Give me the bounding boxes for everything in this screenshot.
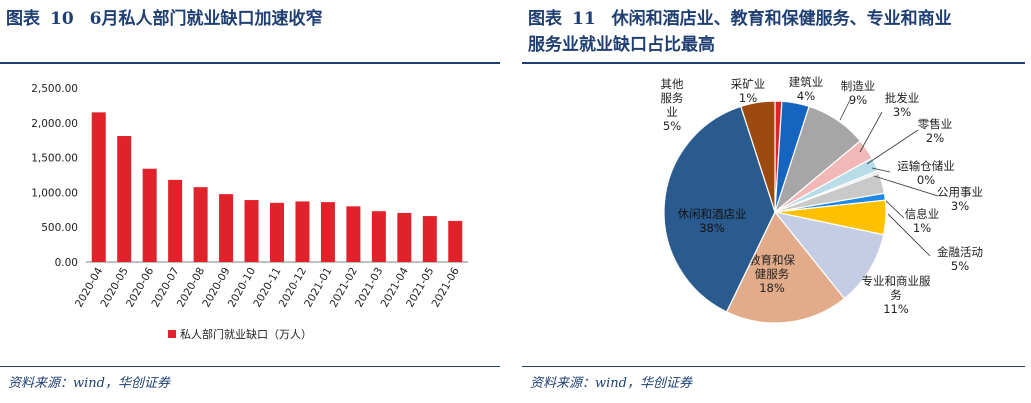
slice-percent-label: 11%	[883, 302, 909, 316]
bar	[193, 187, 208, 262]
title-number: 11	[572, 9, 596, 29]
bar	[117, 136, 132, 262]
legend-label: 私人部门就业缺口（万人）	[180, 327, 312, 341]
slice-name-label: 休闲和酒店业	[678, 207, 747, 221]
slice-name-label: 运输仓储业	[897, 159, 955, 173]
pie-slice	[663, 105, 776, 313]
slice-percent-label: 3%	[893, 105, 911, 119]
slice-percent-label: 1%	[913, 221, 931, 235]
slice-percent-label: 9%	[849, 93, 867, 107]
chart-title-right: 图表 11 休闲和酒店业、教育和保健服务、专业和商业 服务业就业缺口占比最高	[528, 6, 952, 58]
bar	[448, 220, 463, 262]
slice-percent-label: 5%	[951, 259, 969, 273]
slice-name-label: 采矿业	[731, 77, 766, 91]
bar-chart: 0.00 500.00 1,000.00 1,500.00 2,000.00 2,500.…	[31, 83, 468, 341]
slice-name-label: 信息业	[905, 207, 940, 221]
pie-chart-panel: 图表 11 休闲和酒店业、教育和保健服务、专业和商业 服务业就业缺口占比最高 采矿业…	[522, 0, 1031, 403]
legend-swatch	[168, 330, 176, 338]
slice-name-label: 零售业	[918, 117, 953, 131]
bar	[422, 216, 437, 262]
y-tick-label: 2,500.00	[31, 83, 78, 95]
slice-name-label: 健服务	[755, 267, 790, 281]
leader-line	[859, 111, 883, 153]
slice-name-label: 教育和保	[749, 253, 795, 267]
bar	[320, 202, 335, 262]
title-rule	[0, 62, 500, 64]
slice-name-label: 业	[666, 105, 678, 119]
title-rule	[522, 62, 1025, 64]
slice-percent-label: 38%	[699, 221, 725, 235]
bar	[91, 112, 106, 262]
y-tick-label: 2,000.00	[31, 118, 78, 130]
title-prefix: 图表	[6, 9, 40, 29]
slice-percent-label: 2%	[926, 131, 944, 145]
slice-percent-label: 18%	[759, 281, 785, 295]
slice-name-label: 建筑业	[789, 75, 824, 89]
bar	[397, 212, 412, 262]
bar	[295, 201, 310, 262]
pie-slice	[725, 210, 846, 324]
pie-slice	[773, 211, 885, 300]
footer-rule	[0, 366, 500, 367]
leader-line	[839, 99, 851, 121]
title-text-line2: 服务业就业缺口占比最高	[528, 35, 715, 55]
bar	[269, 202, 285, 262]
slice-name-label: 其他	[661, 77, 684, 91]
slice-percent-label: 1%	[739, 91, 757, 105]
bar	[219, 194, 234, 262]
bar	[346, 206, 361, 262]
slice-name-label: 公用事业	[937, 185, 983, 199]
title-text: 休闲和酒店业、教育和保健服务、专业和商业	[611, 9, 952, 29]
leader-line	[873, 175, 939, 197]
slice-percent-label: 3%	[951, 199, 969, 213]
bar	[371, 211, 386, 262]
title-text: 6月私人部门就业缺口加速收窄	[89, 9, 323, 29]
source-note-left: 资料来源：wind，华创证券	[8, 376, 170, 391]
slice-percent-label: 4%	[797, 89, 815, 103]
bar-chart-panel: 图表 10 6月私人部门就业缺口加速收窄 0.00 500.00 1,000.00 1,5…	[0, 0, 500, 403]
footer-rule	[522, 366, 1025, 367]
slice-name-label: 制造业	[841, 79, 876, 93]
slice-name-label: 服务	[661, 91, 684, 105]
pie-slice	[740, 100, 776, 213]
slice-name-label: 金融活动	[937, 245, 983, 259]
slice-percent-label: 0%	[917, 173, 935, 187]
y-tick-label: 1,000.00	[31, 187, 78, 199]
bar	[244, 200, 259, 262]
slice-name-label: 专业和商业服	[862, 274, 931, 288]
source-note-right: 资料来源：wind，华创证券	[530, 376, 692, 391]
title-number: 10	[50, 9, 74, 29]
chart-title-left: 图表 10 6月私人部门就业缺口加速收窄	[6, 6, 323, 32]
bar	[168, 179, 183, 262]
leader-line	[866, 129, 919, 165]
leader-line	[871, 167, 891, 173]
bar	[142, 168, 157, 262]
slice-name-label: 务	[890, 288, 902, 302]
leader-line	[887, 213, 931, 257]
leader-line	[884, 199, 905, 219]
y-tick-label: 1,500.00	[31, 153, 78, 165]
title-prefix: 图表	[528, 9, 562, 29]
y-tick-label: 0.00	[55, 257, 78, 269]
slice-percent-label: 5%	[663, 119, 681, 133]
slice-name-label: 批发业	[885, 91, 920, 105]
y-tick-label: 500.00	[41, 222, 78, 234]
